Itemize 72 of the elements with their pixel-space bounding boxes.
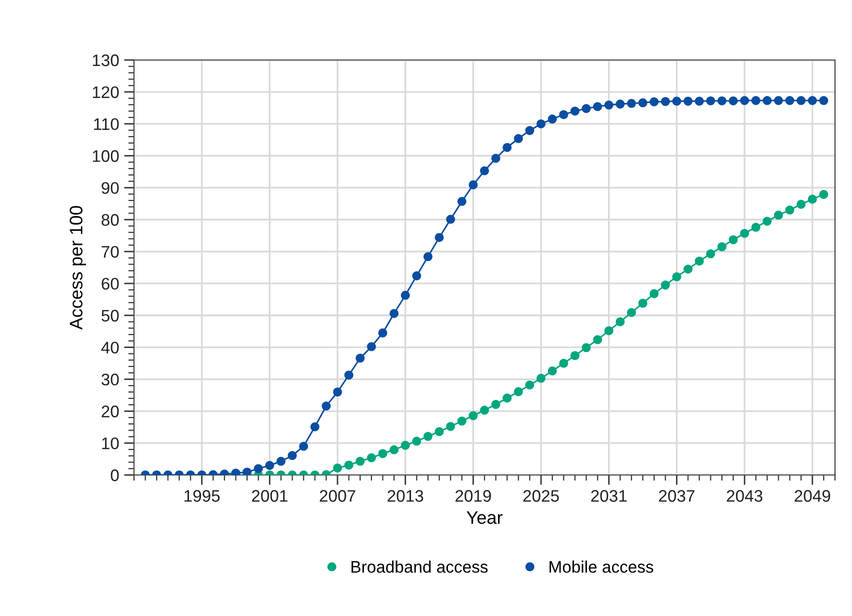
point xyxy=(604,326,614,336)
x-tick-label: 2007 xyxy=(320,490,356,502)
point xyxy=(390,445,399,454)
point xyxy=(638,298,648,308)
point xyxy=(808,194,817,204)
point xyxy=(593,335,602,344)
point xyxy=(423,432,432,441)
x-tick-label: 2037 xyxy=(659,490,694,502)
y-tick-label: 0 xyxy=(110,469,119,482)
point xyxy=(446,422,456,431)
point xyxy=(684,264,693,274)
y-axis-title: Access per 100 xyxy=(70,206,86,330)
y-tick-label: 60 xyxy=(102,278,119,290)
x-tick-label: 2049 xyxy=(794,490,830,502)
point xyxy=(626,308,636,318)
point xyxy=(457,416,466,426)
x-tick-label: 2043 xyxy=(726,490,762,502)
y-tick-label: 80 xyxy=(102,214,119,226)
point xyxy=(728,235,738,244)
legend-label: Mobile access xyxy=(550,560,654,573)
point xyxy=(559,358,568,368)
point xyxy=(400,440,410,450)
point xyxy=(514,387,523,396)
point xyxy=(570,351,580,360)
point xyxy=(740,228,750,238)
y-tick-label: 90 xyxy=(102,182,119,194)
point xyxy=(412,436,422,446)
point xyxy=(650,289,659,298)
point xyxy=(660,280,670,290)
x-axis-title: Year xyxy=(466,511,502,524)
x-tick-label: 2031 xyxy=(591,490,627,502)
point xyxy=(434,427,444,436)
y-tick-label: 130 xyxy=(92,54,119,66)
x-tick-label: 2019 xyxy=(455,490,491,502)
point xyxy=(333,463,342,472)
point xyxy=(491,400,500,409)
point xyxy=(819,190,828,199)
point xyxy=(796,200,806,209)
point xyxy=(774,210,783,220)
point xyxy=(344,460,354,470)
x-tick-label: 2013 xyxy=(388,490,424,502)
point xyxy=(356,456,365,466)
point xyxy=(366,453,376,462)
y-tick-label: 10 xyxy=(102,437,119,450)
point xyxy=(717,242,726,252)
y-tick-label: 30 xyxy=(102,374,119,386)
point xyxy=(694,256,704,266)
y-tick-label: 70 xyxy=(102,246,119,258)
point xyxy=(785,206,794,215)
legend-label: Broadband access xyxy=(352,560,488,573)
point xyxy=(378,449,388,458)
point xyxy=(762,216,772,226)
y-tick-label: 110 xyxy=(94,118,119,130)
point xyxy=(582,343,591,352)
point xyxy=(672,272,682,282)
y-tick-label: 120 xyxy=(92,86,119,98)
point xyxy=(616,317,625,326)
y-tick-label: 100 xyxy=(92,150,119,162)
point xyxy=(706,249,716,258)
point xyxy=(502,394,512,403)
point xyxy=(480,406,490,415)
point xyxy=(525,380,534,390)
x-tick-label: 2001 xyxy=(252,490,288,502)
point xyxy=(468,411,478,420)
point xyxy=(751,222,760,232)
x-tick-label: 1995 xyxy=(184,490,220,502)
y-tick-label: 40 xyxy=(101,342,119,354)
x-tick-label: 2025 xyxy=(523,490,559,502)
point xyxy=(536,374,546,383)
y-tick-label: 50 xyxy=(102,310,119,322)
y-tick-label: 20 xyxy=(102,406,119,418)
point xyxy=(548,366,557,376)
